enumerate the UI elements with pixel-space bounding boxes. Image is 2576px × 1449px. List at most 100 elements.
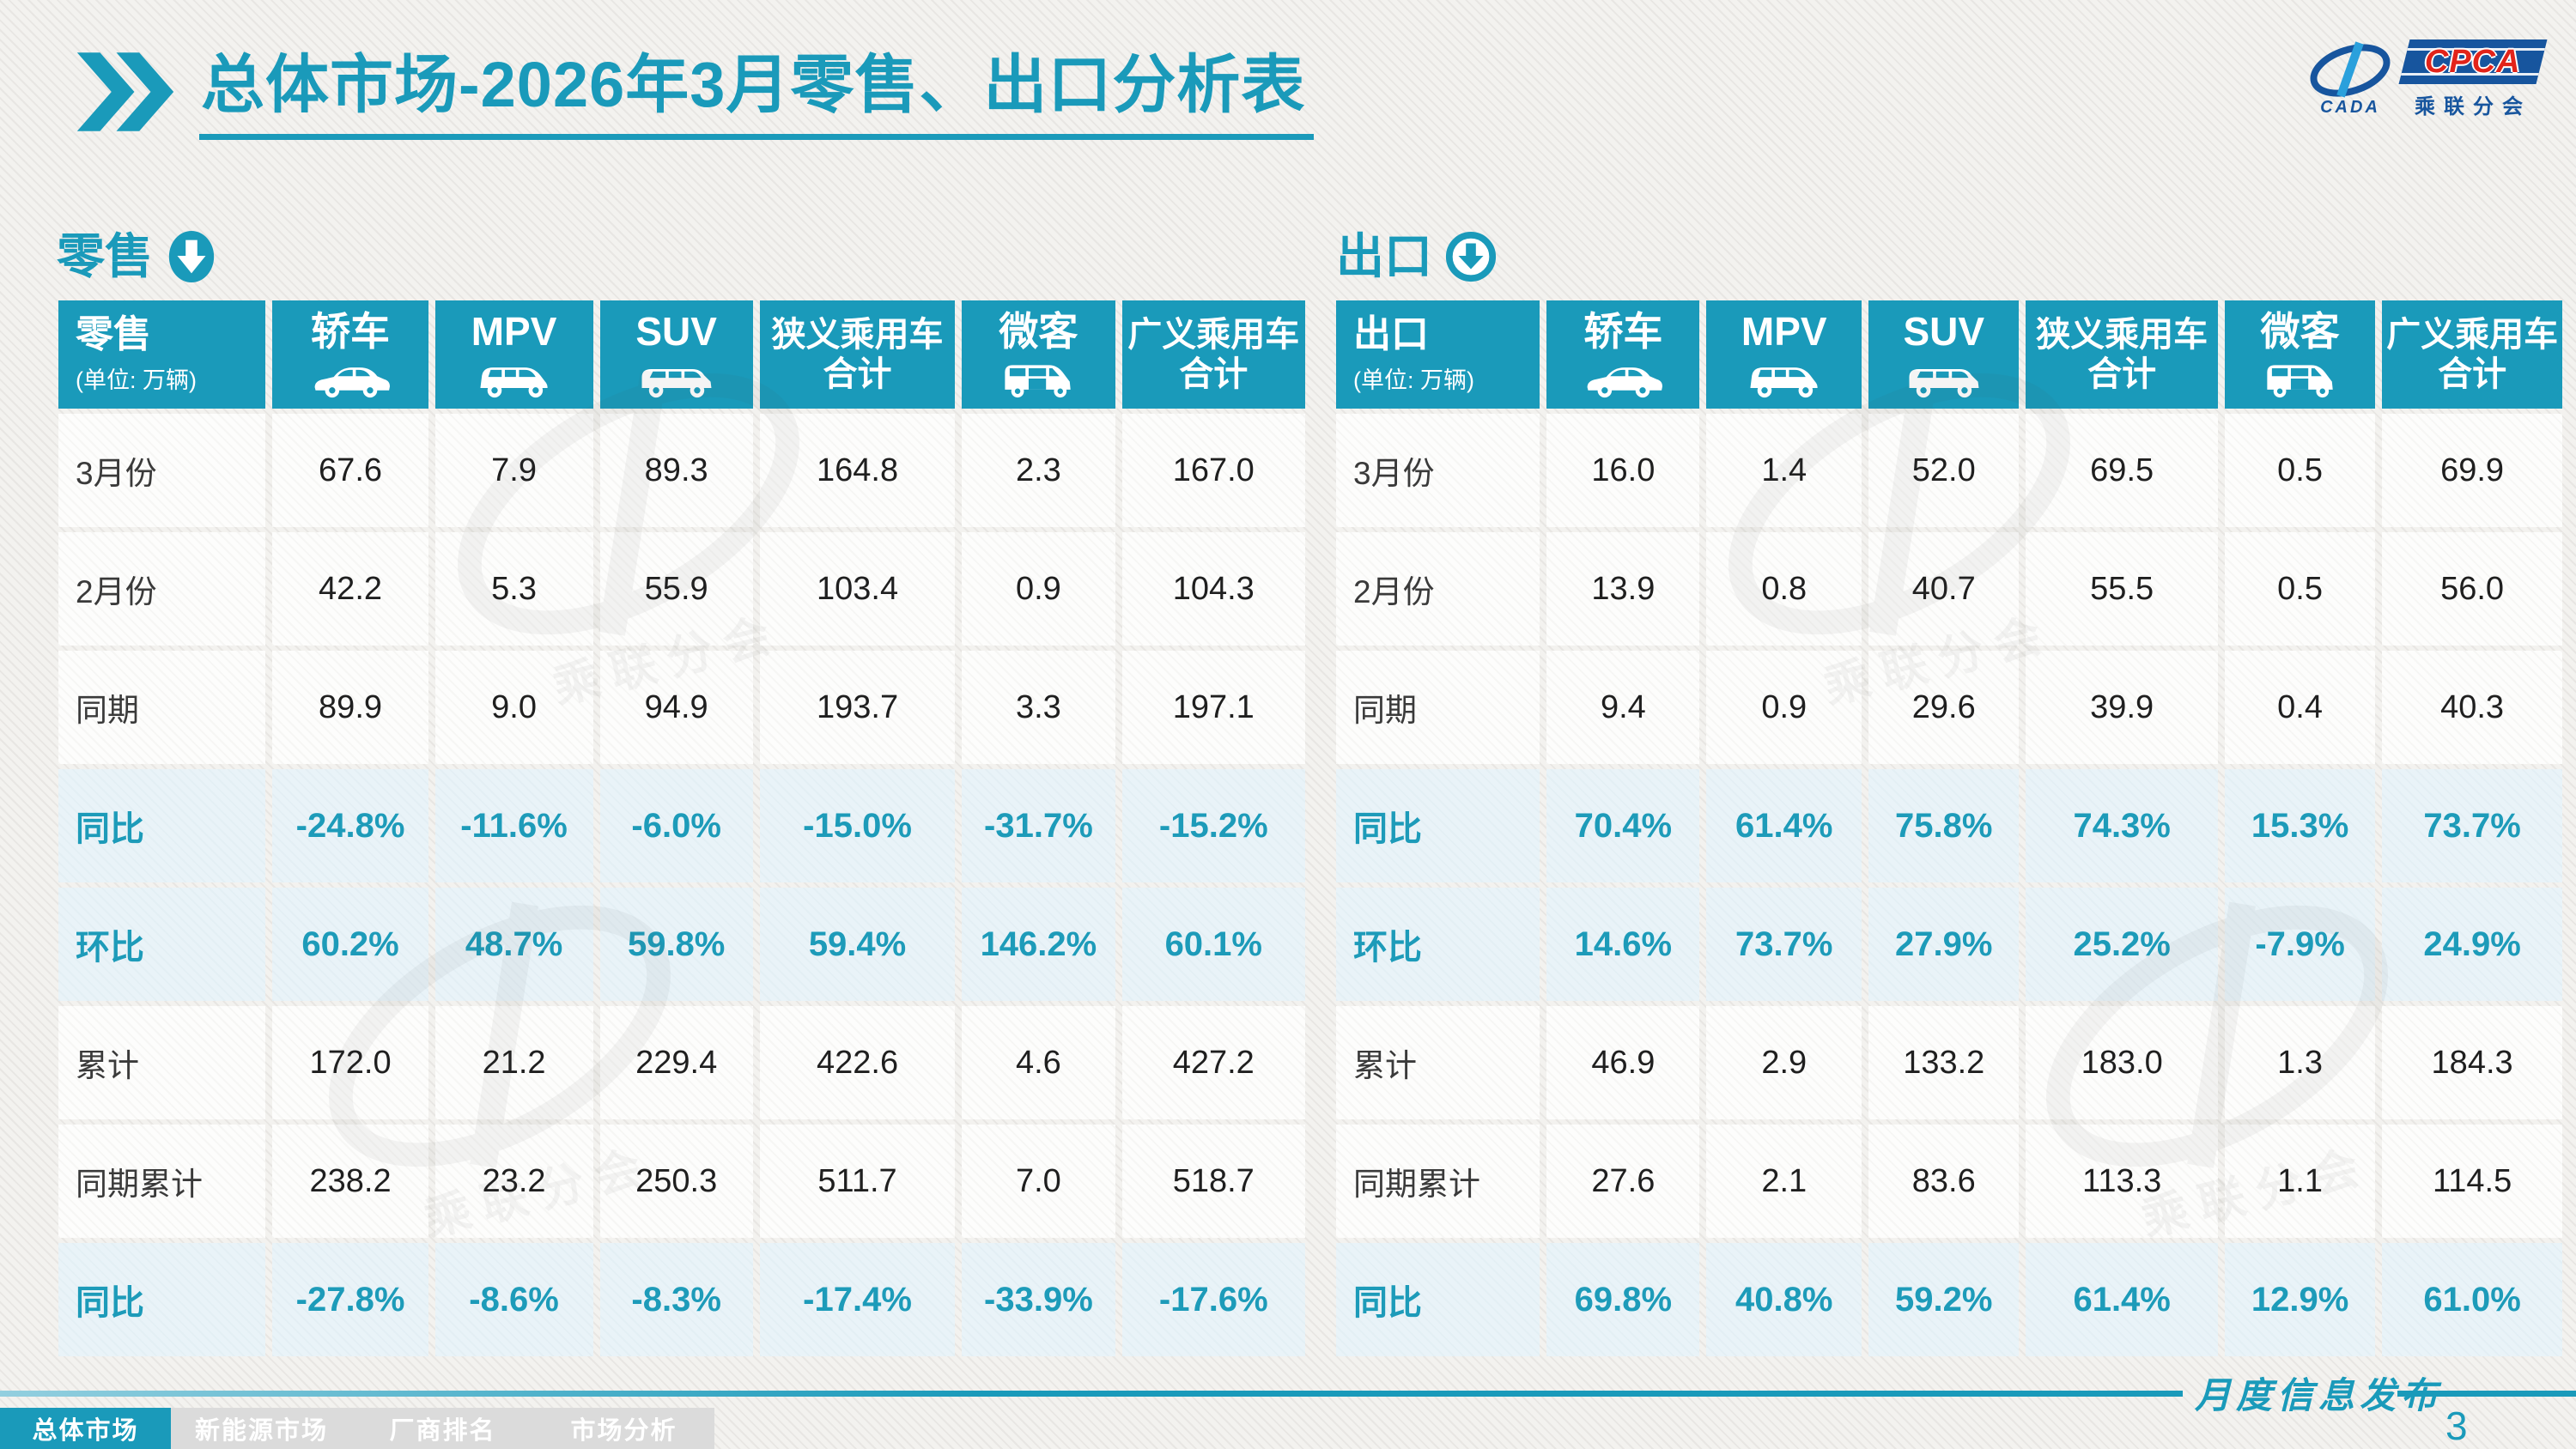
cell-value: 69.5: [2026, 414, 2218, 527]
tab-nev-market[interactable]: 新能源市场: [194, 1417, 328, 1445]
down-arrow-filled-icon: [168, 230, 215, 283]
row-label: 同比: [1336, 1243, 1540, 1356]
cell-value: -15.2%: [1121, 769, 1305, 882]
cell-value: 146.2%: [962, 888, 1115, 1001]
cell-value: 55.9: [599, 532, 753, 646]
export-section: 出口: [1336, 228, 1498, 285]
cell-value: 70.4%: [1546, 769, 1700, 882]
column-label: 广义乘用车: [1127, 316, 1300, 354]
column-label: 狭义乘用车: [2036, 316, 2208, 354]
column-header-suv: SUV: [1868, 300, 2020, 409]
footer-rule-left: [0, 1391, 2183, 1397]
cell-value: 133.2: [1868, 1006, 2020, 1119]
tab-oem-ranking[interactable]: 厂商排名: [389, 1417, 496, 1445]
table-row: 累计 172.0 21.2 229.4 422.6 4.6 427.2: [58, 1006, 1305, 1119]
row-label: 3月份: [58, 414, 266, 527]
footer-tabs: 总体市场 新能源市场 厂商排名 市场分析: [0, 1408, 714, 1449]
row-label: 环比: [1336, 888, 1540, 1001]
tab-market-analysis[interactable]: 市场分析: [570, 1417, 677, 1445]
suv-icon: [600, 357, 753, 400]
row-label: 累计: [1336, 1006, 1540, 1119]
cell-value: -15.0%: [759, 769, 956, 882]
column-label: 轿车: [311, 308, 391, 354]
cell-value: 238.2: [272, 1125, 428, 1238]
table-row: 同期 89.9 9.0 94.9 193.7 3.3 197.1: [58, 651, 1305, 764]
column-header-suv: SUV: [599, 300, 753, 409]
cell-value: 67.6: [272, 414, 428, 527]
row-label: 2月份: [1336, 532, 1540, 646]
export-corner-title: 出口: [1353, 313, 1429, 356]
cell-value: -31.7%: [962, 769, 1115, 882]
cell-value: 73.7%: [2382, 769, 2562, 882]
suv-icon: [1868, 357, 2019, 400]
cell-value: 1.3: [2224, 1006, 2376, 1119]
column-header-minibus: 微客: [2224, 300, 2376, 409]
column-header-broad-pv-total: 广义乘用车 合计: [1121, 300, 1305, 409]
table-row: 2月份 13.9 0.8 40.7 55.5 0.5 56.0: [1336, 532, 2562, 646]
cell-value: 5.3: [434, 532, 593, 646]
tab-overall-market[interactable]: 总体市场: [0, 1408, 171, 1449]
cell-value: 55.5: [2026, 532, 2218, 646]
column-header-narrow-pv-total: 狭义乘用车 合计: [759, 300, 956, 409]
table-row: 同期累计 27.6 2.1 83.6 113.3 1.1 114.5: [1336, 1125, 2562, 1238]
table-row-highlight: 同比 -24.8% -11.6% -6.0% -15.0% -31.7% -15…: [58, 769, 1305, 882]
column-label: SUV: [635, 308, 717, 354]
footer-rule-right: [2397, 1391, 2576, 1397]
cell-value: -33.9%: [962, 1243, 1115, 1356]
column-header-minibus: 微客: [962, 300, 1115, 409]
row-label: 同比: [58, 1243, 266, 1356]
cell-value: 69.9: [2382, 414, 2562, 527]
retail-corner-cell: 零售 (单位: 万辆): [58, 300, 266, 409]
retail-section-title: 零售: [57, 229, 153, 283]
row-label: 2月份: [58, 532, 266, 646]
column-label: MPV: [1741, 308, 1827, 354]
cell-value: 89.9: [272, 651, 428, 764]
cell-value: 193.7: [759, 651, 956, 764]
cell-value: 422.6: [759, 1006, 956, 1119]
column-label: 微客: [999, 308, 1078, 354]
cell-value: 59.2%: [1868, 1243, 2020, 1356]
cell-value: -24.8%: [272, 769, 428, 882]
cell-value: 1.4: [1706, 414, 1862, 527]
down-arrow-ring-icon: [1445, 231, 1497, 282]
column-label-line2: 合计: [823, 355, 892, 393]
cada-label: CADA: [2320, 98, 2380, 117]
table-row: 3月份 67.6 7.9 89.3 164.8 2.3 167.0: [58, 414, 1305, 527]
cell-value: -17.4%: [759, 1243, 956, 1356]
cell-value: -7.9%: [2224, 888, 2376, 1001]
retail-corner-unit: (单位: 万辆): [76, 367, 197, 393]
cell-value: 197.1: [1121, 651, 1305, 764]
cell-value: 172.0: [272, 1006, 428, 1119]
column-header-narrow-pv-total: 狭义乘用车 合计: [2026, 300, 2218, 409]
table-row: 2月份 42.2 5.3 55.9 103.4 0.9 104.3: [58, 532, 1305, 646]
cell-value: 27.6: [1546, 1125, 1700, 1238]
cell-value: 83.6: [1868, 1125, 2020, 1238]
cell-value: 2.3: [962, 414, 1115, 527]
retail-corner-title: 零售: [76, 313, 151, 356]
cell-value: 13.9: [1546, 532, 1700, 646]
cell-value: 24.9%: [2382, 888, 2562, 1001]
cell-value: 16.0: [1546, 414, 1700, 527]
chevron-icon: [74, 52, 177, 132]
cell-value: -8.3%: [599, 1243, 753, 1356]
cell-value: -6.0%: [599, 769, 753, 882]
cell-value: 14.6%: [1546, 888, 1700, 1001]
cell-value: 9.0: [434, 651, 593, 764]
cell-value: 40.7: [1868, 532, 2020, 646]
cell-value: -27.8%: [272, 1243, 428, 1356]
table-row-highlight: 同比 69.8% 40.8% 59.2% 61.4% 12.9% 61.0%: [1336, 1243, 2562, 1356]
cell-value: -11.6%: [434, 769, 593, 882]
column-label-line2: 合计: [2087, 355, 2157, 393]
cell-value: 74.3%: [2026, 769, 2218, 882]
cell-value: 0.4: [2224, 651, 2376, 764]
cell-value: 184.3: [2382, 1006, 2562, 1119]
cell-value: 40.3: [2382, 651, 2562, 764]
cell-value: 104.3: [1121, 532, 1305, 646]
cell-value: 60.1%: [1121, 888, 1305, 1001]
row-label: 环比: [58, 888, 266, 1001]
row-label: 累计: [58, 1006, 266, 1119]
column-label: MPV: [471, 308, 557, 354]
cell-value: 0.8: [1706, 532, 1862, 646]
cell-value: 61.4%: [2026, 1243, 2218, 1356]
cell-value: 42.2: [272, 532, 428, 646]
